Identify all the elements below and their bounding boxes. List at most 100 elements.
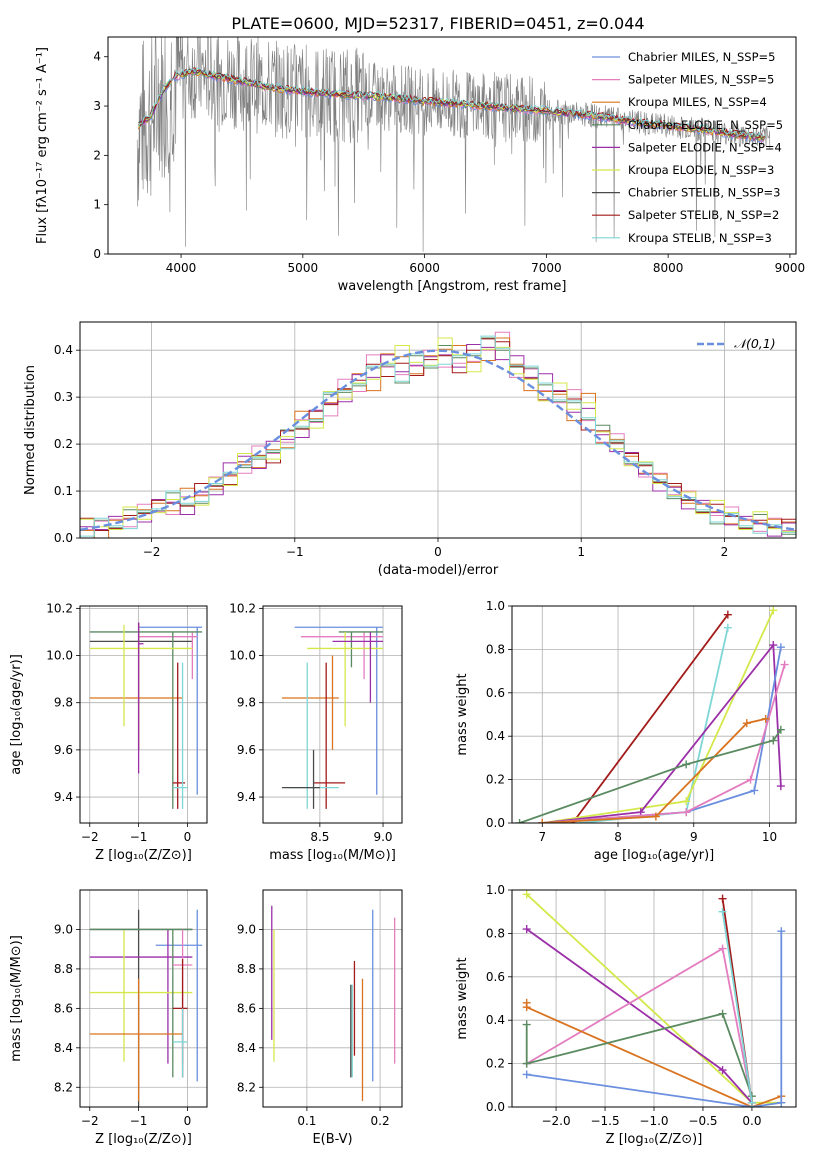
spectrum-xtick-label: 7000 [531,261,562,275]
residuals-xtick-label: −1 [286,545,304,559]
mass-weight-vs-Z-ytick-label: 0.4 [486,1013,505,1027]
legend-label-3: Chabrier ELODIE, N_SSP=5 [628,118,783,132]
mass-weight-vs-Z-series-5 [526,931,783,1107]
residuals-ytick-label: 0.2 [54,437,73,451]
mass-weight-vs-age-frame [511,605,797,824]
age-vs-mass-xlabel: mass [log₁₀(M/M⊙)] [269,848,396,863]
mass-weight-vs-Z-marker-0-0 [522,890,531,899]
mass-weight-vs-age-series-7 [519,729,782,823]
mass-weight-vs-Z-xtick-label: −2.0 [541,1114,570,1128]
mass-weight-vs-age-marker-5-3 [780,660,789,669]
mass-weight-vs-Z-marker-5-2 [777,1098,786,1107]
mass-weight-vs-age-plot-area [515,606,789,823]
mass-weight-vs-age-ytick-label: 0.6 [486,686,505,700]
spectrum-title: PLATE=0600, MJD=52317, FIBERID=0451, z=0… [231,14,644,33]
mass-weight-vs-age-ytick-label: 0.0 [486,816,505,830]
mass-vs-Z-point-1 [155,909,203,1082]
mass-weight-vs-Z-series-7 [721,911,753,1103]
age-vs-Z-xtick-label: −2 [81,830,99,844]
mass-weight-vs-Z-marker-4-0 [522,1020,531,1029]
spectrum-ytick-label: 0 [93,247,101,261]
mass-weight-vs-Z-ylabel: mass weight [455,957,470,1039]
spectrum-ytick-label: 3 [93,99,101,113]
legend-label-5: Kroupa ELODIE, N_SSP=3 [628,163,774,177]
mass-weight-vs-age-marker-6-2 [742,719,751,728]
mass-weight-vs-Z-ytick-label: 0.6 [486,970,505,984]
age-vs-mass-ytick-label: 10.0 [229,649,256,663]
residuals-xtick-label: −2 [143,545,161,559]
age-vs-mass-point-8 [281,749,320,809]
age-vs-Z-ytick-label: 10.2 [46,601,73,615]
age-vs-Z-plot-area [89,622,203,809]
age-vs-mass-point-1 [300,631,384,680]
histogram-plot-area [80,331,796,538]
mass-vs-Z-xtick-label: 0 [184,1114,192,1128]
mass-vs-Z-point-7 [172,959,188,1078]
age-vs-mass-ytick-label: 9.8 [237,696,256,710]
spectrum-ylabel: Flux [fλ10⁻¹⁷ erg cm⁻² s⁻¹ A⁻¹] [35,47,50,244]
mass-weight-vs-age-series-0 [571,614,729,823]
spectrum-xtick-label: 9000 [775,261,806,275]
mass-vs-Z-xlabel: Z [log₁₀(Z/Z⊙)] [95,1132,192,1147]
age-vs-Z-point-5 [89,624,193,727]
age-vs-mass-point-3 [338,631,384,668]
mass-weight-vs-Z-marker-5-0 [522,1070,531,1079]
legend-label-normal: 𝒩(0,1) [734,336,776,351]
age-vs-Z-point-2 [138,631,198,680]
mass-weight-vs-age-marker-7-0 [515,819,524,823]
mass-weight-vs-Z-xtick-label: 0.0 [742,1114,761,1128]
mass-weight-vs-Z-marker-4-1 [522,1059,531,1068]
mass-weight-vs-age-ytick-label: 1.0 [486,599,505,613]
age-vs-Z-ytick-label: 9.6 [54,743,73,757]
mass-weight-vs-age-xtick-label: 7 [538,830,546,844]
age-vs-Z-ytick-label: 9.4 [54,790,73,804]
age-vs-mass-point-6 [313,662,346,809]
age-vs-mass-point-4 [307,631,384,727]
mass-weight-vs-age-xtick-label: 8 [614,830,622,844]
mass-weight-vs-age-series-3 [542,642,782,823]
mass-weight-vs-age-xlabel: age [log₁₀(age/yr)] [594,848,715,863]
residuals-xlabel: (data-model)/error [378,563,499,578]
mass-weight-vs-Z-marker-7-0 [718,907,727,916]
age-vs-mass-point-0 [294,626,384,795]
mass-vs-Z-ytick-label: 8.4 [54,1041,73,1055]
legend-label-2: Kroupa MILES, N_SSP=4 [628,95,767,109]
mass-weight-vs-Z-marker-7-1 [747,1098,756,1107]
mass-vs-EBV-frame [262,889,403,1108]
age-vs-mass-ytick-label: 9.4 [237,790,256,804]
mass-vs-Z-point-2 [89,929,193,1064]
residuals-ylabel: Normed distribution [23,365,38,495]
mass-weight-vs-age-marker-6-1 [651,812,660,821]
spectrum-ytick-label: 1 [93,198,101,212]
age-vs-Z-point-8 [172,662,188,809]
mass-weight-vs-age-xtick-label: 9 [690,830,698,844]
mass-weight-vs-age-marker-2-1 [682,797,691,806]
mass-vs-EBV-ytick-label: 8.6 [237,1001,256,1015]
mass-weight-vs-Z-ytick-label: 0.8 [486,926,505,940]
mass-weight-vs-age-marker-7-1 [682,760,691,769]
age-vs-mass-ytick-label: 10.2 [229,601,256,615]
spectrum-xtick-label: 5000 [288,261,319,275]
residuals-ytick-label: 0.4 [54,343,73,357]
histogram-series-6 [80,335,796,537]
legend-label-1: Salpeter MILES, N_SSP=5 [628,73,774,87]
mass-weight-vs-Z-xtick-label: −1.0 [639,1114,668,1128]
age-vs-Z-point-6 [137,622,144,774]
mass-vs-Z-axes: −2 −1 0 8.2 8.4 8.6 8.8 9.0 Z [log₁₀(Z/Z⊙)] mass … [9,890,207,1147]
mass-weight-vs-age-xtick-label: 10 [762,830,777,844]
mass-weight-vs-Z-series-4 [525,1012,753,1097]
spectrum-xtick-label: 6000 [409,261,440,275]
mass-weight-vs-age-marker-1-2 [723,623,732,632]
mass-vs-EBV-ytick-label: 8.2 [237,1080,256,1094]
mass-weight-vs-age-ylabel: mass weight [455,673,470,755]
age-vs-Z-xtick-label: −1 [130,830,148,844]
mass-weight-vs-age-marker-3-2 [769,641,778,650]
residuals-xtick-label: 1 [577,545,585,559]
age-vs-Z-ytick-label: 10.0 [46,649,73,663]
mass-vs-EBV-axes: 0.1 0.2 8.2 8.4 8.6 8.8 9.0 E(B-V) [237,890,402,1147]
mass-weight-vs-Z-xlabel: Z [log₁₀(Z/Z⊙)] [606,1132,703,1147]
mass-weight-vs-Z-ytick-label: 0.0 [486,1100,505,1114]
mass-weight-vs-Z-marker-2-1 [718,944,727,953]
mass-weight-vs-age-series-6 [542,717,766,823]
mass-vs-Z-plot-area [89,909,203,1107]
